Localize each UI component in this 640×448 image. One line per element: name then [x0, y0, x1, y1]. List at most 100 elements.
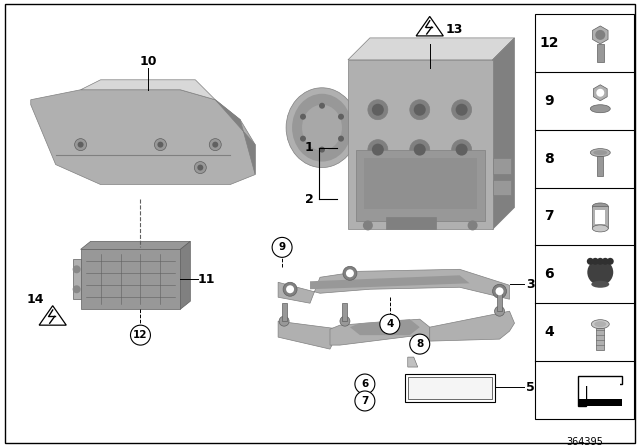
- Polygon shape: [278, 321, 340, 349]
- Circle shape: [468, 220, 477, 230]
- Polygon shape: [593, 26, 608, 44]
- Circle shape: [72, 285, 81, 293]
- Bar: [596, 328, 604, 350]
- Ellipse shape: [590, 105, 611, 113]
- Ellipse shape: [592, 203, 608, 210]
- Polygon shape: [348, 60, 493, 229]
- Text: 4: 4: [386, 319, 394, 329]
- Circle shape: [209, 138, 221, 151]
- Circle shape: [340, 316, 350, 326]
- Polygon shape: [348, 38, 515, 60]
- Text: 14: 14: [27, 293, 45, 306]
- Bar: [592, 207, 608, 228]
- Polygon shape: [493, 38, 515, 229]
- Circle shape: [300, 114, 306, 120]
- Circle shape: [413, 104, 426, 116]
- Polygon shape: [330, 319, 429, 345]
- Bar: [597, 155, 604, 176]
- Text: 3: 3: [526, 278, 535, 291]
- Polygon shape: [81, 241, 190, 250]
- Circle shape: [368, 100, 388, 120]
- Circle shape: [286, 285, 294, 293]
- Text: 7: 7: [545, 210, 554, 224]
- Polygon shape: [31, 90, 255, 185]
- Text: 5: 5: [526, 380, 535, 393]
- Circle shape: [319, 103, 325, 109]
- Ellipse shape: [591, 320, 609, 329]
- Polygon shape: [579, 399, 622, 406]
- Ellipse shape: [595, 321, 606, 327]
- Circle shape: [456, 104, 468, 116]
- Bar: [493, 158, 511, 173]
- Circle shape: [495, 306, 504, 316]
- Ellipse shape: [286, 88, 358, 168]
- Circle shape: [283, 282, 297, 296]
- Circle shape: [197, 164, 204, 171]
- Text: 6: 6: [361, 379, 369, 389]
- Polygon shape: [580, 378, 620, 404]
- Polygon shape: [81, 80, 215, 100]
- Text: 6: 6: [545, 267, 554, 281]
- Circle shape: [77, 142, 84, 148]
- Ellipse shape: [590, 149, 611, 157]
- Polygon shape: [215, 100, 255, 175]
- Circle shape: [319, 146, 325, 153]
- Circle shape: [413, 144, 426, 155]
- Polygon shape: [593, 85, 607, 101]
- Text: 7: 7: [361, 396, 369, 406]
- Ellipse shape: [302, 105, 342, 151]
- Polygon shape: [579, 376, 622, 406]
- Text: 1: 1: [305, 141, 314, 154]
- Circle shape: [346, 269, 354, 277]
- Bar: [386, 217, 436, 229]
- Text: 364395: 364395: [566, 437, 604, 447]
- Polygon shape: [364, 158, 477, 210]
- Circle shape: [588, 259, 613, 285]
- Polygon shape: [278, 269, 509, 303]
- Circle shape: [272, 237, 292, 257]
- Polygon shape: [310, 275, 470, 289]
- Circle shape: [154, 138, 166, 151]
- Circle shape: [72, 265, 81, 273]
- Circle shape: [607, 258, 614, 265]
- Circle shape: [212, 142, 218, 148]
- Text: 12: 12: [133, 330, 148, 340]
- Circle shape: [592, 258, 599, 265]
- Bar: [282, 303, 287, 321]
- Text: 8: 8: [416, 339, 424, 349]
- Circle shape: [596, 89, 604, 97]
- Circle shape: [372, 144, 384, 155]
- Circle shape: [343, 266, 357, 280]
- Circle shape: [452, 100, 472, 120]
- Text: 4: 4: [545, 325, 554, 339]
- Circle shape: [410, 140, 429, 159]
- Ellipse shape: [592, 225, 608, 232]
- Bar: [497, 293, 502, 311]
- Circle shape: [495, 287, 504, 295]
- Ellipse shape: [292, 94, 352, 162]
- Polygon shape: [72, 259, 81, 299]
- Circle shape: [195, 162, 206, 173]
- Circle shape: [587, 258, 594, 265]
- Circle shape: [452, 140, 472, 159]
- Circle shape: [338, 136, 344, 142]
- Text: 9: 9: [545, 94, 554, 108]
- Polygon shape: [356, 150, 484, 221]
- Text: 11: 11: [198, 273, 215, 286]
- Text: 9: 9: [278, 242, 285, 252]
- Polygon shape: [39, 306, 67, 325]
- Bar: [536, 14, 634, 419]
- Circle shape: [279, 316, 289, 326]
- Circle shape: [368, 140, 388, 159]
- Circle shape: [456, 144, 468, 155]
- Text: 8: 8: [545, 151, 554, 166]
- Polygon shape: [81, 250, 180, 309]
- Bar: [493, 180, 511, 195]
- Polygon shape: [350, 319, 420, 335]
- Bar: [595, 211, 605, 224]
- Polygon shape: [416, 17, 444, 36]
- Text: 2: 2: [305, 193, 314, 206]
- Circle shape: [75, 138, 86, 151]
- Circle shape: [372, 104, 384, 116]
- Circle shape: [300, 136, 306, 142]
